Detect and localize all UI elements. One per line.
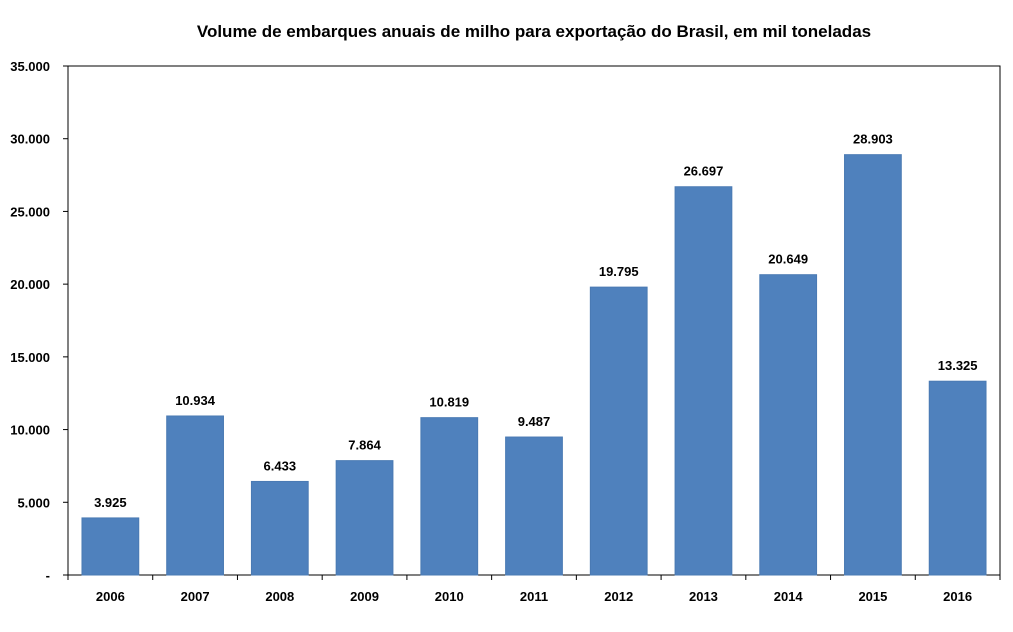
bar-2016: [928, 380, 987, 576]
data-label-2011: 9.487: [518, 414, 551, 429]
y-tick-label: 35.000: [10, 59, 50, 74]
x-tick-label-2006: 2006: [96, 589, 125, 604]
y-tick-label: 20.000: [10, 277, 50, 292]
bar-2013: [674, 186, 733, 576]
chart-title: Volume de embarques anuais de milho para…: [196, 22, 872, 41]
x-tick-label-2015: 2015: [858, 589, 887, 604]
x-tick-label-2016: 2016: [943, 589, 972, 604]
x-tick-label-2014: 2014: [774, 589, 804, 604]
data-label-2015: 28.903: [853, 132, 893, 147]
x-tick-label-2009: 2009: [350, 589, 379, 604]
x-tick-label-2007: 2007: [181, 589, 210, 604]
x-axis: 2006 2007 2008 2009 2010 2011 2012 2013 2014 2015…: [67, 575, 1001, 604]
x-tick-label-2008: 2008: [265, 589, 294, 604]
bar-2010: [420, 417, 479, 576]
y-tick-label: 15.000: [10, 350, 50, 365]
data-label-2009: 7.864: [348, 438, 381, 453]
bar-2007: [166, 415, 224, 576]
bar-2012: [589, 286, 648, 576]
data-label-2012: 19.795: [599, 264, 639, 279]
data-label-2006: 3.925: [94, 495, 127, 510]
y-tick-label: 10.000: [10, 423, 50, 438]
data-label-2014: 20.649: [768, 252, 808, 267]
y-tick-label: 30.000: [10, 132, 50, 147]
data-labels: 3.925 10.934 6.433 7.864 10.819 9.487 19.795 26…: [94, 132, 977, 510]
bar-2014: [759, 274, 818, 576]
x-tick-label-2012: 2012: [604, 589, 633, 604]
data-label-2007: 10.934: [175, 393, 216, 408]
x-tick-label-2011: 2011: [520, 589, 548, 604]
x-tick-label-2010: 2010: [435, 589, 464, 604]
bars: [81, 154, 987, 576]
x-tick-label-2013: 2013: [689, 589, 718, 604]
y-tick-label: -: [46, 568, 50, 583]
bar-2008: [250, 480, 309, 576]
bar-2006: [81, 517, 140, 576]
data-label-2010: 10.819: [429, 395, 469, 410]
y-tick-label: 5.000: [17, 495, 50, 510]
y-tick-label: 25.000: [10, 204, 50, 219]
bar-2015: [844, 154, 902, 576]
data-label-2016: 13.325: [938, 358, 978, 373]
bar-2011: [505, 436, 563, 576]
y-axis: - 5.000 10.000 15.000 20.000 25.000 30.000 35.0…: [10, 59, 68, 583]
bar-2009: [335, 460, 394, 576]
data-label-2008: 6.433: [264, 458, 297, 473]
data-label-2013: 26.697: [684, 164, 724, 179]
